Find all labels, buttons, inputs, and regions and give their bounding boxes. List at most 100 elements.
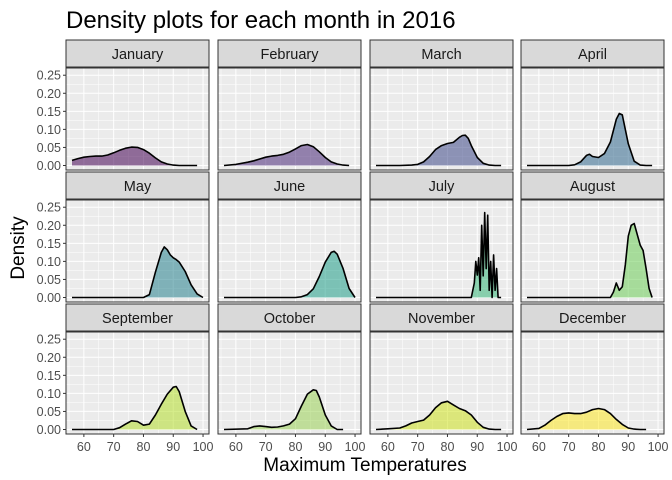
density-area-november — [376, 401, 502, 430]
strip-february — [217, 39, 362, 68]
y-axis-title: Density — [8, 216, 29, 280]
x-tick-label: 90 — [166, 440, 180, 454]
x-tick-label: 70 — [562, 440, 576, 454]
density-line-december — [526, 407, 647, 431]
y-tick-label: 0.00 — [37, 291, 61, 305]
strip-label-may: May — [124, 179, 152, 195]
x-tick-label: 60 — [381, 440, 395, 454]
panel-border-april — [520, 67, 665, 171]
density-area-october — [224, 389, 344, 430]
strip-label-november: November — [408, 311, 475, 327]
strip-label-december: December — [559, 311, 626, 327]
density-line-july — [376, 211, 502, 299]
density-line-march — [376, 134, 502, 167]
density-area-february — [224, 144, 350, 166]
strip-december — [520, 303, 665, 332]
strip-january — [65, 39, 210, 68]
density-line-may — [72, 246, 204, 299]
panel-may: May 0.00 0.05 0.10 0.15 0.20 0.25 — [37, 171, 210, 305]
y-tick-label: 0.25 — [37, 69, 61, 83]
strip-label-september: September — [102, 311, 173, 327]
density-area-june — [224, 251, 355, 298]
panel-august: August — [520, 171, 665, 303]
y-tick-label: 0.05 — [37, 141, 61, 155]
panel-july: July — [369, 171, 514, 303]
x-tick-label: 80 — [289, 440, 303, 454]
strip-september — [65, 303, 210, 332]
panel-border-september — [65, 331, 210, 435]
y-tick-label: 0.20 — [37, 351, 61, 365]
panel-border-december — [520, 331, 665, 435]
strip-may — [65, 171, 210, 200]
strip-label-june: June — [274, 179, 305, 195]
panel-april: April — [520, 39, 665, 171]
strip-label-february: February — [260, 47, 319, 63]
panel-border-november — [369, 331, 514, 435]
y-tick-label: 0.00 — [37, 423, 61, 437]
y-tick-label: 0.10 — [37, 255, 61, 269]
panel-june: June — [217, 171, 362, 303]
y-tick-label: 0.20 — [37, 87, 61, 101]
panel-january: January 0.00 0.05 0.10 0.15 0.20 0.25 — [37, 39, 210, 173]
strip-label-january: January — [112, 47, 164, 63]
density-line-november — [375, 400, 502, 431]
panel-september: September 0.00 0.05 0.10 0.15 0.20 0.25 60 70 80 9… — [37, 303, 214, 454]
density-line-september — [72, 385, 198, 431]
x-tick-label: 90 — [470, 440, 484, 454]
x-tick-label: 80 — [441, 440, 455, 454]
panel-february: February — [217, 39, 362, 171]
x-tick-label: 90 — [621, 440, 635, 454]
x-tick-label: 100 — [345, 440, 366, 454]
panel-border-may — [65, 199, 210, 303]
facet-panels: January 0.00 0.05 0.10 0.15 0.20 0.25 February M… — [37, 39, 669, 454]
strip-label-october: October — [264, 311, 316, 327]
y-tick-label: 0.20 — [37, 219, 61, 233]
y-tick-label: 0.00 — [37, 159, 61, 173]
x-tick-label: 100 — [648, 440, 669, 454]
panel-november: November 60 70 80 90 100 — [369, 303, 518, 454]
x-tick-label: 60 — [229, 440, 243, 454]
x-axis-title: Maximum Temperatures — [263, 455, 466, 476]
x-tick-label: 60 — [532, 440, 546, 454]
x-tick-label: 80 — [137, 440, 151, 454]
density-line-august — [527, 222, 653, 299]
strip-april — [520, 39, 665, 68]
strip-november — [369, 303, 514, 332]
panel-border-june — [217, 199, 362, 303]
panel-october: October 60 70 80 90 100 — [217, 303, 366, 454]
density-line-february — [223, 143, 350, 167]
strip-june — [217, 171, 362, 200]
chart-title: Density plots for each month in 2016 — [66, 7, 456, 34]
strip-july — [369, 171, 514, 200]
y-tick-label: 0.10 — [37, 123, 61, 137]
panel-border-august — [520, 199, 665, 303]
strip-label-april: April — [578, 47, 607, 63]
x-tick-label: 100 — [193, 440, 214, 454]
strip-march — [369, 39, 514, 68]
x-tick-label: 80 — [592, 440, 606, 454]
panel-border-july — [369, 199, 514, 303]
y-tick-label: 0.05 — [37, 273, 61, 287]
y-tick-label: 0.25 — [37, 201, 61, 215]
y-tick-label: 0.05 — [37, 405, 61, 419]
strip-october — [217, 303, 362, 332]
strip-label-august: August — [570, 179, 615, 195]
density-line-october — [223, 389, 344, 431]
plot-bg-october — [218, 332, 361, 434]
x-tick-label: 70 — [411, 440, 425, 454]
x-tick-label: 90 — [318, 440, 332, 454]
plot-bg-april — [521, 68, 664, 170]
strip-august — [520, 171, 665, 200]
strip-label-july: July — [429, 179, 456, 195]
panel-march: March — [369, 39, 514, 171]
x-tick-label: 70 — [259, 440, 273, 454]
panel-border-october — [217, 331, 362, 435]
panel-border-march — [369, 67, 514, 171]
x-tick-label: 100 — [497, 440, 518, 454]
x-tick-label: 70 — [107, 440, 121, 454]
y-tick-label: 0.15 — [37, 369, 61, 383]
density-line-january — [71, 146, 198, 167]
panel-border-february — [217, 67, 362, 171]
y-tick-label: 0.15 — [37, 237, 61, 251]
